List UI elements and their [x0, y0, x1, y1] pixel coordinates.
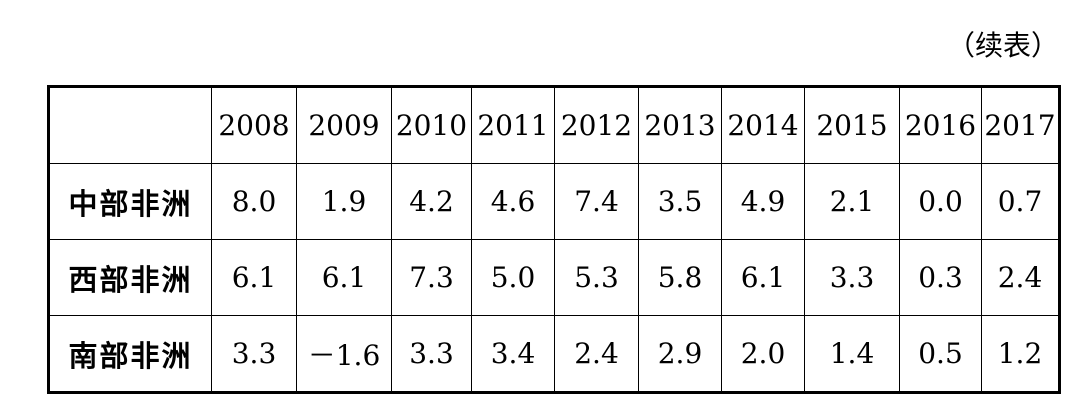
year-header: 2015: [804, 86, 900, 164]
growth-value: 2.1: [804, 163, 900, 240]
growth-value: 3.5: [638, 163, 722, 240]
growth-value: 2.4: [554, 315, 639, 393]
year-header: 2009: [296, 86, 392, 164]
corner-cell: [48, 86, 212, 164]
growth-value: 0.0: [899, 163, 982, 240]
region-label: 南部非洲: [48, 315, 212, 393]
growth-value: 6.1: [211, 239, 297, 316]
year-header: 2008: [211, 86, 297, 164]
growth-value: 2.9: [638, 315, 722, 393]
year-header: 2014: [721, 86, 805, 164]
growth-value: 4.2: [391, 163, 472, 240]
growth-value: 2.0: [721, 315, 805, 393]
growth-value: 1.4: [804, 315, 900, 393]
growth-value: 7.4: [554, 163, 639, 240]
growth-value: 5.0: [471, 239, 555, 316]
growth-value: 5.3: [554, 239, 639, 316]
region-label: 西部非洲: [48, 239, 212, 316]
growth-value: 6.1: [721, 239, 805, 316]
data-row: 西部非洲 6.1 6.1 7.3 5.0 5.3 5.8 6.1 3.3 0.3 2.4: [48, 239, 1060, 316]
growth-value: 2.4: [981, 239, 1060, 316]
year-header: 2017: [981, 86, 1060, 164]
growth-value: 6.1: [296, 239, 392, 316]
data-row: 中部非洲 8.0 1.9 4.2 4.6 7.4 3.5 4.9 2.1 0.0 0.7: [48, 163, 1060, 240]
growth-value: 8.0: [211, 163, 297, 240]
growth-value: 0.7: [981, 163, 1060, 240]
continued-note: （续表）: [946, 29, 1059, 62]
data-row: 南部非洲 3.3 －1.6 3.3 3.4 2.4 2.9 2.0 1.4 0.5 1.2: [48, 315, 1060, 393]
growth-value: 5.8: [638, 239, 722, 316]
growth-value: 3.3: [391, 315, 472, 393]
region-label: 中部非洲: [48, 163, 212, 240]
header-row: 2008 2009 2010 2011 2012 2013 2014 2015 2016 2017: [48, 86, 1060, 164]
year-header: 2011: [471, 86, 555, 164]
growth-value: 3.3: [804, 239, 900, 316]
data-table: 2008 2009 2010 2011 2012 2013 2014 2015 2016 2017…: [47, 85, 1061, 394]
growth-value: －1.6: [296, 315, 392, 393]
growth-value: 0.3: [899, 239, 982, 316]
growth-value: 0.5: [899, 315, 982, 393]
growth-value: 4.6: [471, 163, 555, 240]
growth-value: 1.2: [981, 315, 1060, 393]
year-header: 2016: [899, 86, 982, 164]
growth-value: 3.4: [471, 315, 555, 393]
year-header: 2010: [391, 86, 472, 164]
growth-value: 4.9: [721, 163, 805, 240]
year-header: 2013: [638, 86, 722, 164]
growth-value: 3.3: [211, 315, 297, 393]
year-header: 2012: [554, 86, 639, 164]
growth-value: 7.3: [391, 239, 472, 316]
growth-value: 1.9: [296, 163, 392, 240]
